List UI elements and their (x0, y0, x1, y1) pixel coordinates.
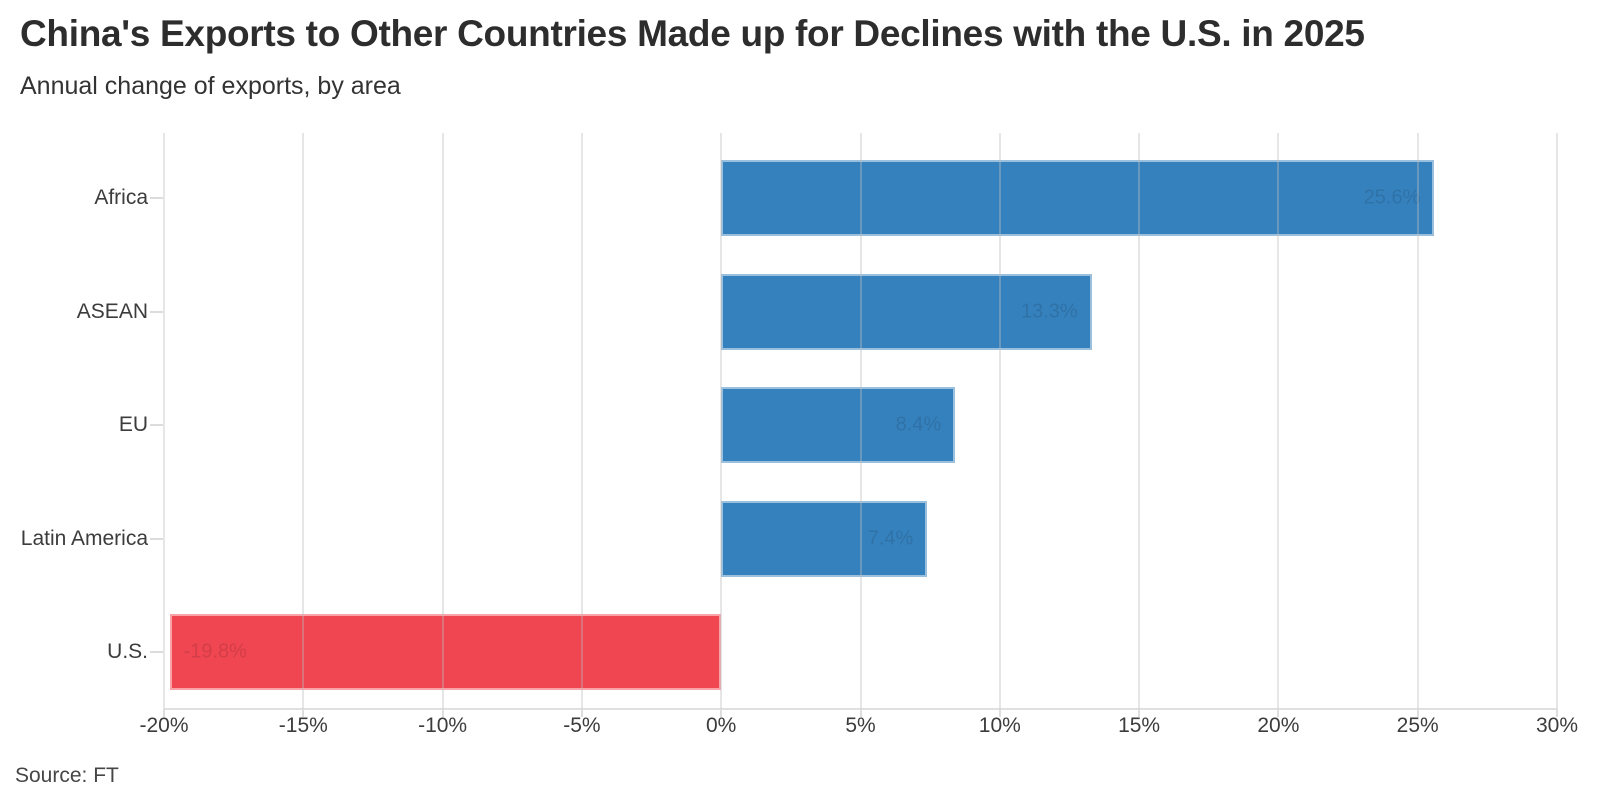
x-gridline (859, 133, 862, 709)
x-tick-label: 20% (1257, 714, 1300, 737)
x-tick-label: 5% (845, 714, 876, 737)
bar-latin-america: 7.4% (721, 500, 928, 577)
x-gridline (998, 133, 1001, 709)
x-tick-label: 30% (1535, 714, 1579, 737)
x-tick-label: 25% (1396, 714, 1439, 737)
x-axis-tick (1138, 709, 1141, 717)
x-axis-tick (998, 709, 1001, 717)
bar-asean: 13.3% (721, 273, 1092, 350)
x-axis-tick (441, 709, 444, 717)
category-tick (150, 424, 163, 426)
bar-value-label: 13.3% (1021, 300, 1078, 322)
x-tick-label: -10% (418, 714, 468, 737)
x-gridline (1277, 133, 1280, 709)
x-gridline (302, 133, 305, 709)
x-tick-label: -20% (139, 714, 189, 737)
category-label-latin-america: Latin America (20, 526, 148, 550)
category-label-eu: EU (118, 413, 148, 436)
category-label-u-s: U.S. (107, 640, 148, 663)
x-tick-label: 10% (978, 714, 1021, 737)
category-label-africa: Africa (94, 186, 148, 209)
x-axis-tick (302, 709, 305, 717)
x-tick-label: 0% (706, 714, 737, 737)
x-axis-tick (163, 709, 165, 717)
x-tick-label: -5% (563, 714, 601, 737)
bar-value-label: 8.4% (895, 413, 942, 436)
bar-eu: 8.4% (721, 387, 956, 463)
x-gridline (1416, 133, 1419, 709)
bar-africa: 25.6% (721, 160, 1435, 236)
bar-value-label: -19.8% (183, 640, 247, 663)
chart-title: China's Exports to Other Countries Made … (20, 13, 1365, 54)
category-tick (150, 537, 163, 540)
bar-value-label: 7.4% (867, 527, 914, 549)
category-label-asean: ASEAN (76, 299, 148, 323)
x-axis-tick (1556, 709, 1558, 717)
x-axis-line (164, 708, 1557, 710)
category-tick (150, 651, 163, 653)
x-gridline (163, 133, 165, 709)
x-axis-tick (580, 709, 583, 717)
bar-value-label: 25.6% (1363, 186, 1421, 209)
category-tick (150, 197, 163, 199)
x-tick-label: -15% (278, 714, 328, 737)
x-axis-tick (1416, 709, 1419, 717)
x-gridline (580, 133, 583, 709)
x-gridline (441, 133, 444, 709)
x-axis-tick (1277, 709, 1280, 717)
bar-u-s: -19.8% (169, 614, 722, 690)
chart-subtitle: Annual change of exports, by area (20, 72, 401, 100)
x-gridline (1556, 133, 1558, 709)
category-tick (150, 310, 163, 313)
x-axis-tick (859, 709, 862, 717)
source-note: Source: FT (15, 764, 119, 787)
x-axis-tick (720, 709, 723, 717)
x-gridline (720, 133, 723, 709)
x-tick-label: 15% (1118, 714, 1161, 737)
x-gridline (1138, 133, 1141, 709)
